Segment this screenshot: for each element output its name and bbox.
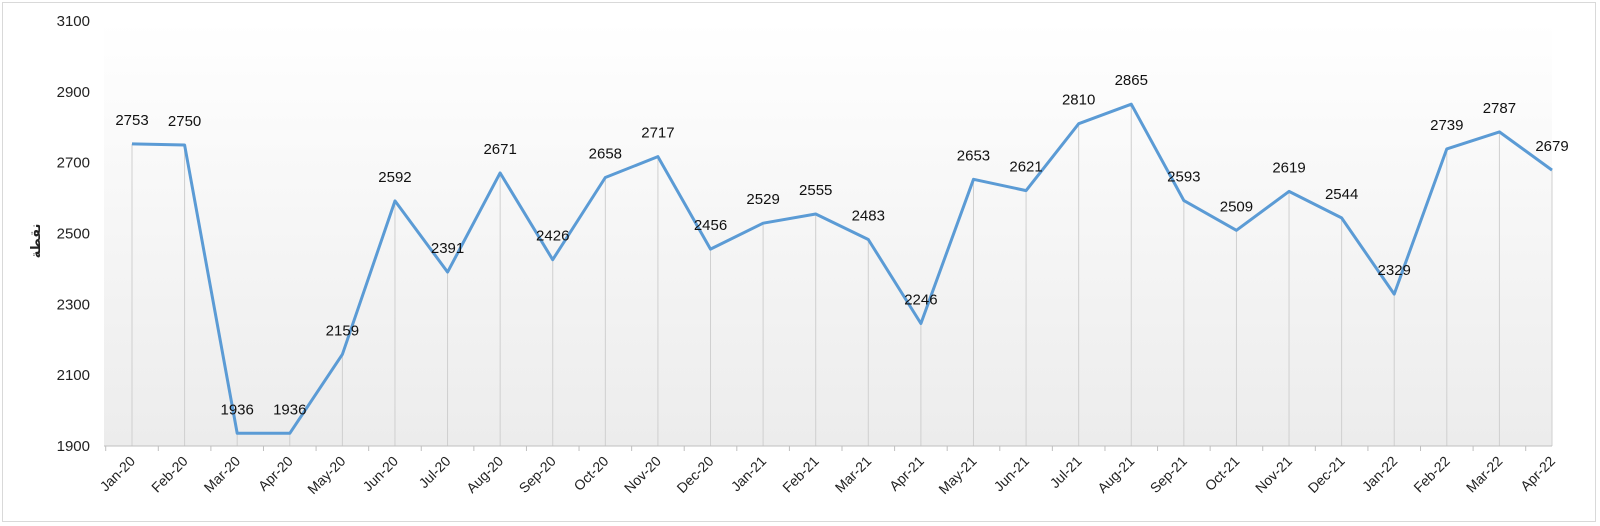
data-label: 2753 (115, 112, 148, 129)
x-tick-label: Sep-21 (1147, 453, 1190, 496)
y-axis-label: نقطة (29, 224, 44, 259)
x-tick-label: Apr-20 (255, 453, 296, 494)
y-tick-label: 3100 (57, 13, 90, 30)
data-label: 1936 (273, 401, 306, 418)
x-tick-label: May-21 (935, 453, 979, 497)
x-tick-label: Sep-20 (516, 453, 559, 496)
data-label: 2329 (1378, 262, 1411, 279)
x-tick-label: Feb-21 (779, 453, 822, 496)
data-label: 2621 (1009, 159, 1042, 176)
x-tick-label: May-20 (304, 453, 348, 497)
x-tick-label: Jan-22 (1359, 453, 1401, 495)
data-label: 1936 (220, 401, 253, 418)
x-tick-label: Oct-21 (1202, 453, 1243, 494)
data-label: 2750 (168, 113, 201, 130)
x-tick-label: Nov-20 (621, 453, 664, 496)
data-label: 2529 (746, 191, 779, 208)
data-label: 2739 (1430, 117, 1463, 134)
data-label: 2159 (326, 322, 359, 339)
y-tick-label: 2700 (57, 155, 90, 172)
data-label: 2593 (1167, 169, 1200, 186)
data-label: 2555 (799, 182, 832, 199)
x-tick-label: Mar-21 (832, 453, 875, 496)
y-tick-label: 2100 (57, 367, 90, 384)
data-label: 2544 (1325, 186, 1358, 203)
x-tick-label: Jul-20 (415, 453, 453, 491)
series-line (131, 102, 1553, 435)
data-label: 2391 (431, 240, 464, 257)
data-label: 2679 (1535, 138, 1568, 155)
data-label: 2810 (1062, 92, 1095, 109)
x-tick-label: Jun-21 (991, 453, 1033, 495)
data-label: 2671 (483, 141, 516, 158)
x-tick-label: Jul-21 (1047, 453, 1085, 491)
data-label: 2619 (1272, 159, 1305, 176)
plot-area (104, 21, 1552, 446)
x-tick-label: Aug-20 (463, 453, 506, 496)
y-tick-label: 2500 (57, 226, 90, 243)
x-tick-label: Jan-20 (97, 453, 139, 495)
data-label: 2483 (852, 208, 885, 225)
data-label: 2509 (1220, 198, 1253, 215)
x-tick-label: Oct-20 (570, 453, 611, 494)
x-tick-label: Nov-21 (1252, 453, 1295, 496)
data-label: 2653 (957, 147, 990, 164)
x-tick-label: Dec-20 (673, 453, 716, 496)
data-label: 2717 (641, 125, 674, 142)
x-tick-label: Dec-21 (1305, 453, 1348, 496)
x-tick-label: Apr-22 (1517, 453, 1558, 494)
x-tick-label: Feb-20 (148, 453, 191, 496)
x-tick-label: Feb-22 (1410, 453, 1453, 496)
x-tick-label: Aug-21 (1094, 453, 1137, 496)
data-label: 2658 (589, 146, 622, 163)
x-tick-label: Jan-21 (728, 453, 770, 495)
y-tick-label: 1900 (57, 438, 90, 455)
y-tick-label: 2900 (57, 84, 90, 101)
data-label: 2787 (1483, 100, 1516, 117)
data-label: 2246 (904, 291, 937, 308)
x-tick-label: Mar-20 (201, 453, 244, 496)
data-label: 2426 (536, 228, 569, 245)
data-label: 2456 (694, 217, 727, 234)
x-tick-label: Jun-20 (359, 453, 401, 495)
data-label: 2592 (378, 169, 411, 186)
x-tick-label: Mar-22 (1463, 453, 1506, 496)
x-tick-label: Apr-21 (886, 453, 927, 494)
data-label: 2865 (1115, 72, 1148, 89)
y-tick-label: 2300 (57, 296, 90, 313)
